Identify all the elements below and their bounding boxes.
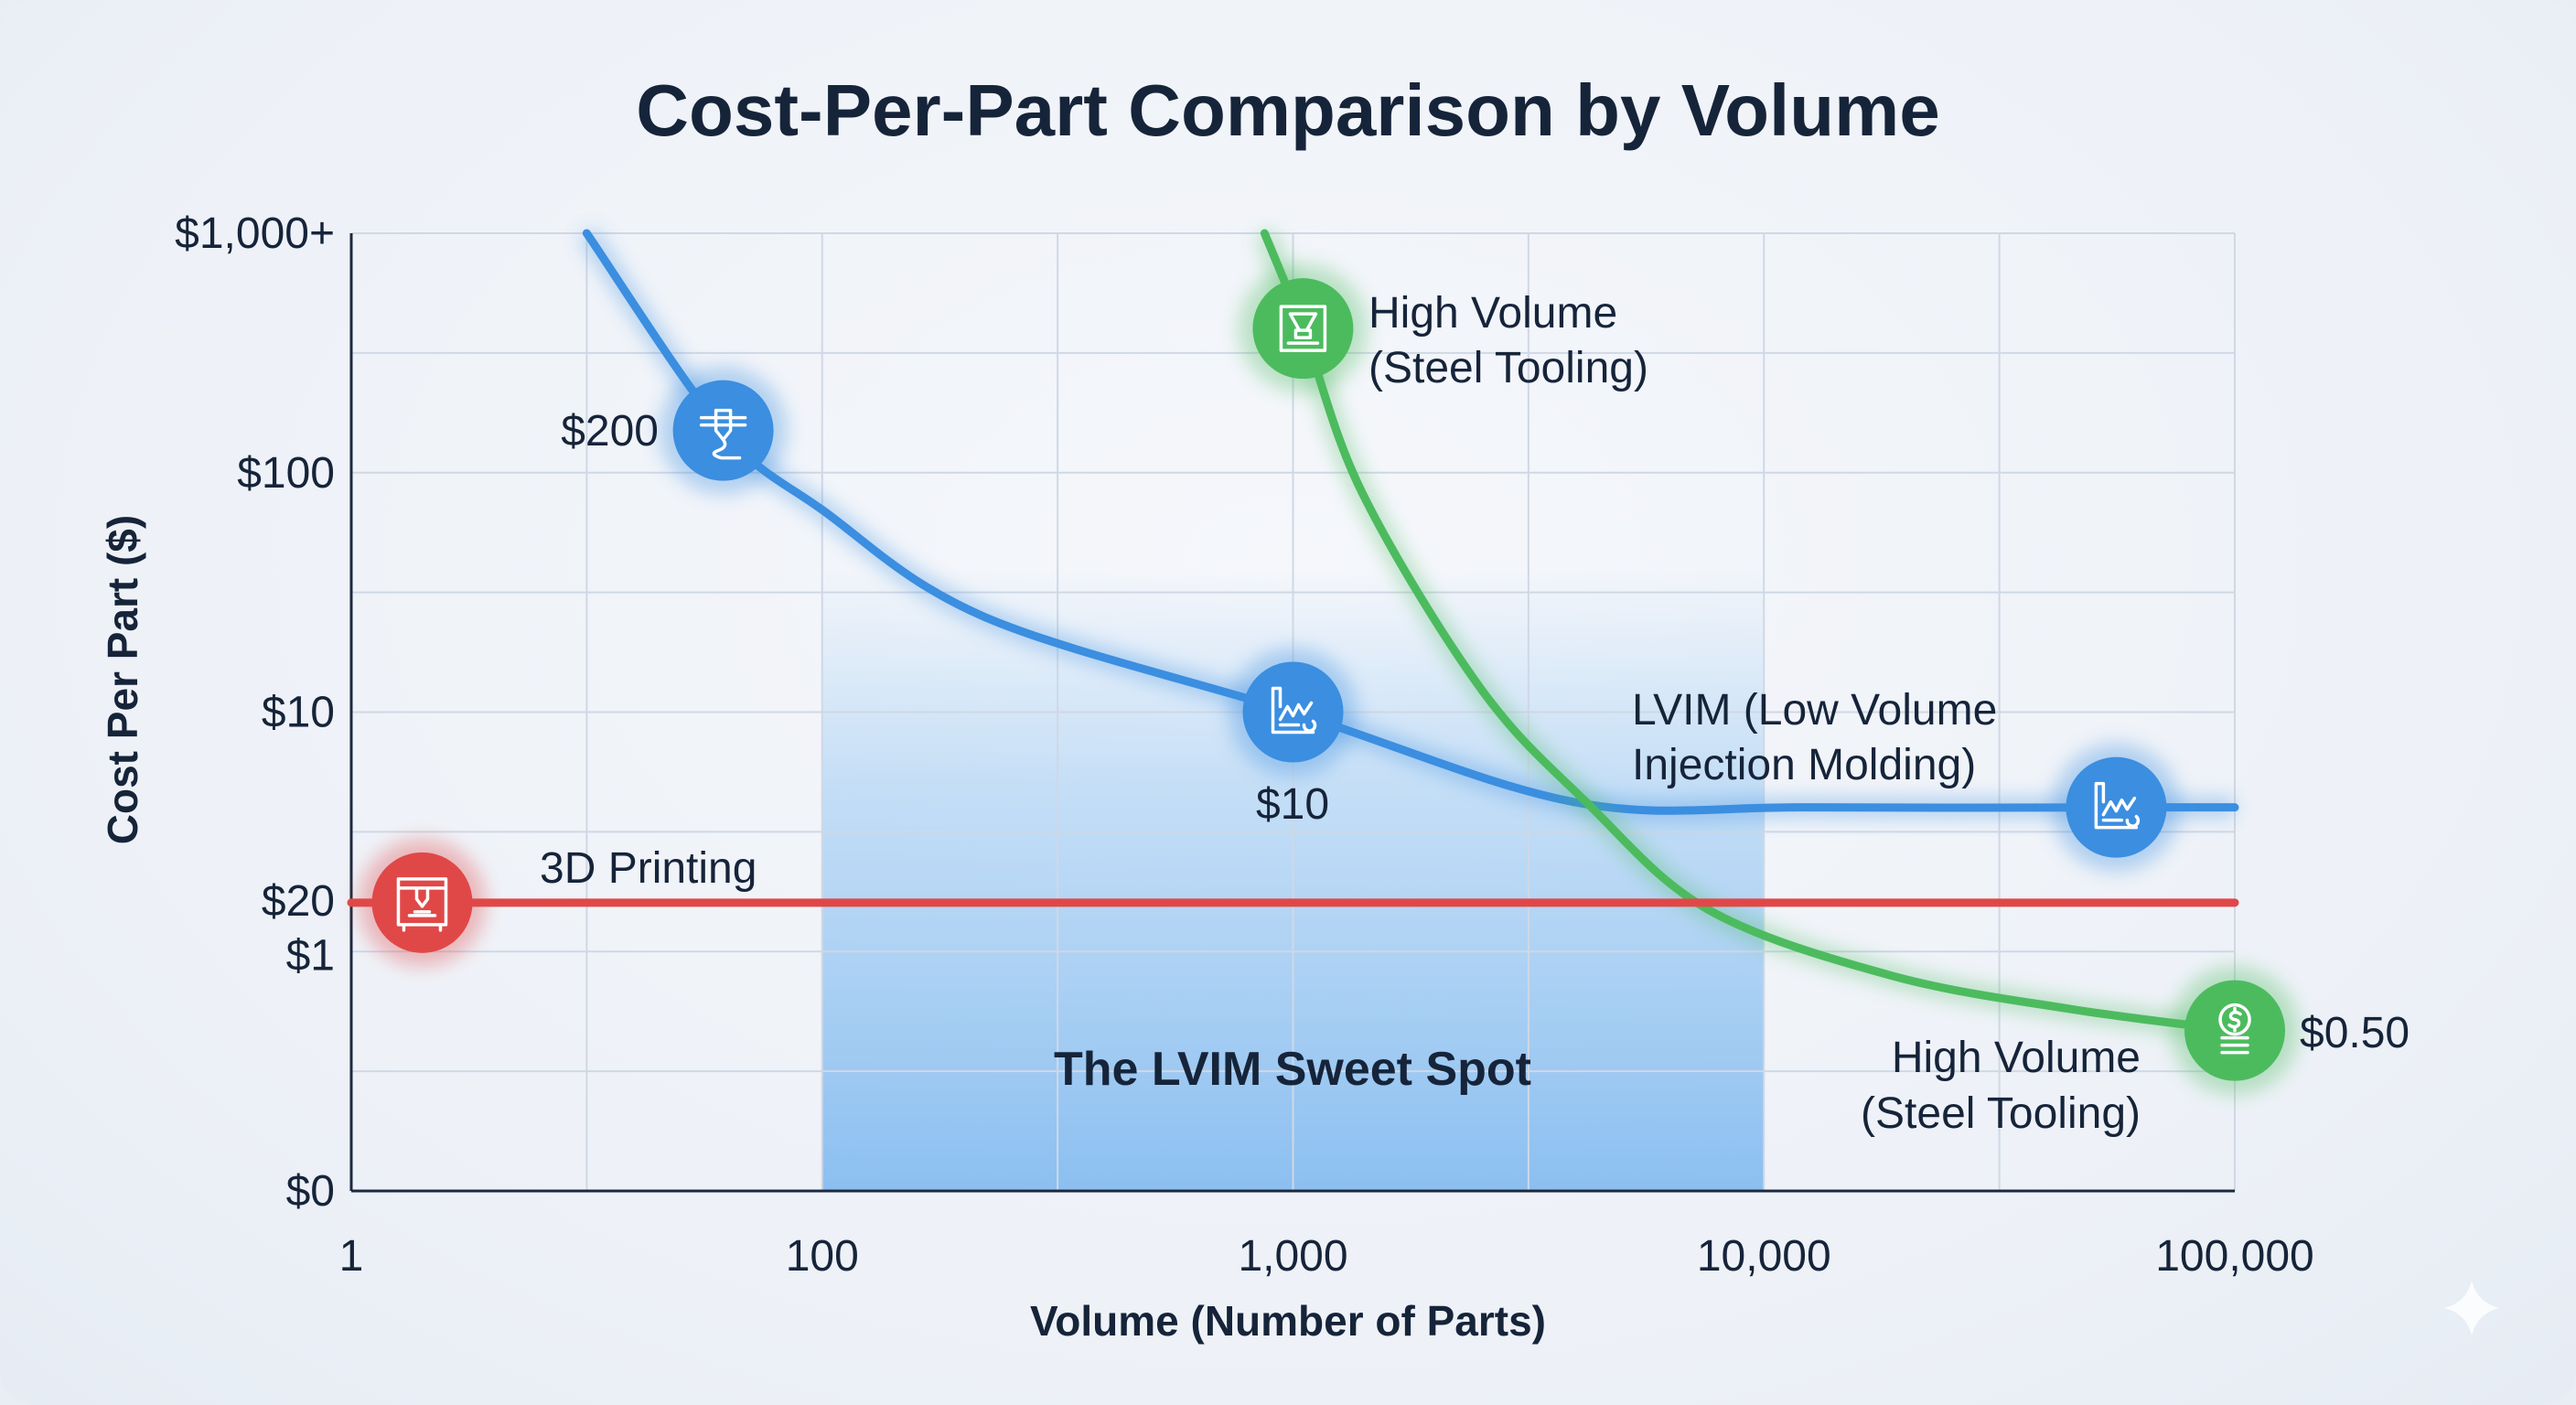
- marker: [1229, 648, 1358, 777]
- marker: [2171, 966, 2299, 1095]
- injection-mold-icon: [1279, 305, 1327, 352]
- annotation-steel-bottom-1: High Volume: [1892, 1034, 2141, 1082]
- y-tick-label: $10: [262, 689, 335, 737]
- y-axis-label: Cost Per Part ($): [99, 515, 146, 844]
- y-tick-label: $20: [262, 877, 335, 926]
- y-tick-label: $1: [286, 931, 335, 980]
- marker-circle: [1252, 278, 1354, 380]
- marker-circle: [1242, 661, 1344, 763]
- steel-tooling-curve: [1260, 229, 2239, 1035]
- marker: [659, 366, 788, 495]
- annotation-steel-top-1: High Volume: [1368, 289, 1617, 338]
- x-tick-label: 10,000: [1697, 1232, 1831, 1281]
- axes: 1 100 1,000 10,000 100,000 $1,000+ $100 $10 $1 $0…: [175, 209, 2314, 1281]
- x-axis-label: Volume (Number of Parts): [1030, 1297, 1546, 1345]
- annotation-steel-price: $0.50: [2300, 1009, 2410, 1057]
- sweet-spot-label: The LVIM Sweet Spot: [1054, 1043, 1531, 1096]
- x-tick-label: 1: [339, 1232, 364, 1281]
- annotation-lvim-price: $10: [1256, 780, 1329, 829]
- factory-icon: [2094, 781, 2141, 830]
- y-tick-label: $1,000+: [175, 209, 335, 258]
- chart-title: Cost-Per-Part Comparison by Volume: [636, 70, 1939, 151]
- marker: [1239, 264, 1368, 393]
- markers: [358, 264, 2299, 1095]
- sparkle-icon: [2444, 1281, 2499, 1335]
- x-tick-label: 100,000: [2155, 1232, 2314, 1281]
- marker: [358, 838, 487, 967]
- marker-circle: [2066, 756, 2167, 858]
- y-tick-label: $0: [286, 1167, 335, 1216]
- coins-icon: [2218, 1003, 2251, 1055]
- x-tick-label: 100: [786, 1232, 859, 1281]
- annotation-steel-bottom-2: (Steel Tooling): [1861, 1089, 2141, 1138]
- marker: [2052, 743, 2181, 872]
- annotation-steel-top-2: (Steel Tooling): [1368, 344, 1648, 392]
- 3d-printer-box-icon: [396, 877, 448, 932]
- annotation-lvim-2: Injection Molding): [1632, 741, 1976, 789]
- y-tick-label: $100: [237, 449, 335, 498]
- marker-circle: [672, 380, 774, 481]
- annotation-printing-price: $200: [561, 407, 659, 456]
- x-tick-label: 1,000: [1238, 1232, 1347, 1281]
- annotation-lvim-1: LVIM (Low Volume: [1632, 686, 1997, 735]
- factory-icon: [1271, 686, 1317, 735]
- annotation-printing-label: 3D Printing: [540, 844, 757, 893]
- annotations: $200 $10 High Volume (Steel Tooling) LVI…: [540, 289, 2410, 1138]
- 3d-printer-nozzle-icon: [699, 408, 747, 460]
- marker-circle: [371, 852, 473, 953]
